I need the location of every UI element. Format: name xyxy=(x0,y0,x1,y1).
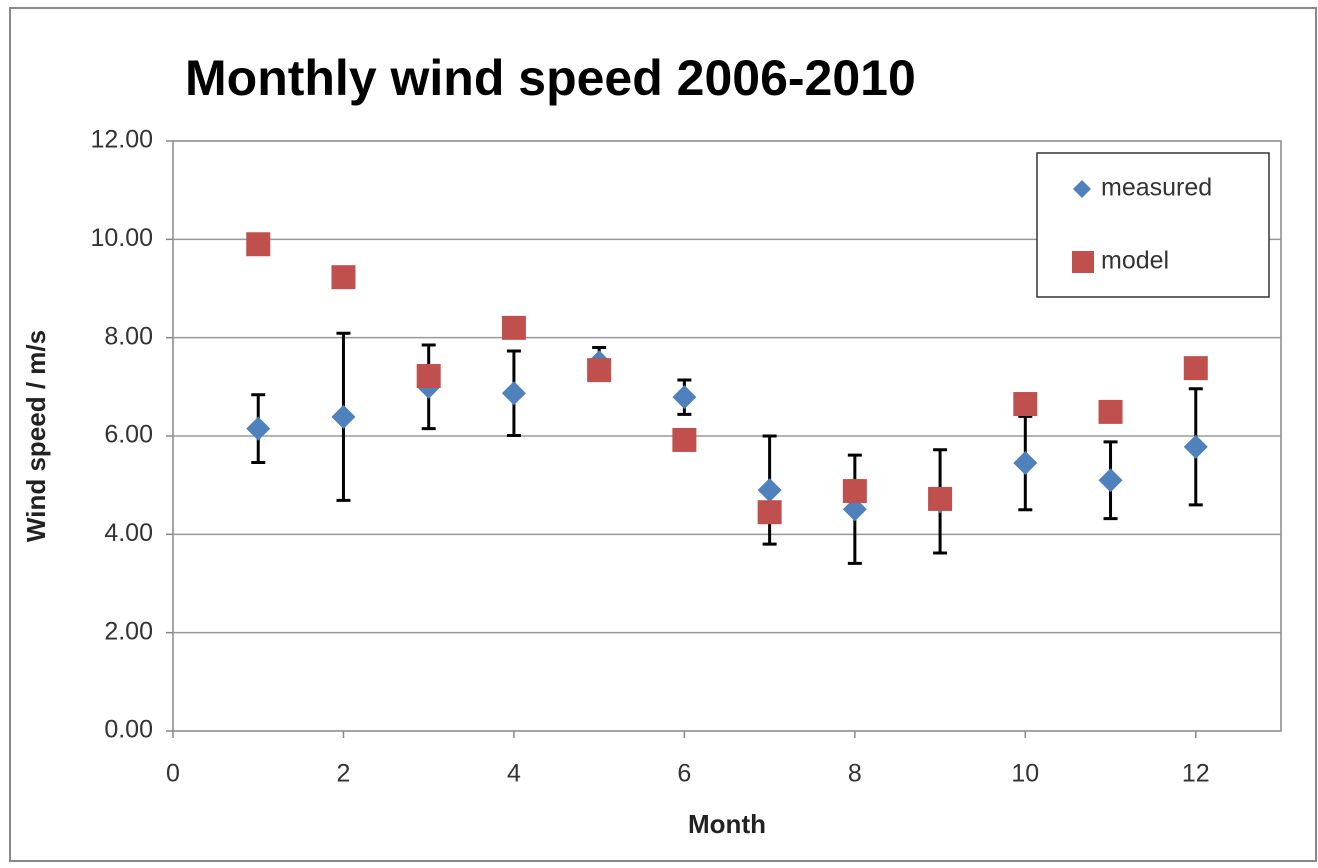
x-tick-label: 4 xyxy=(507,760,521,788)
diamond-marker xyxy=(1013,451,1038,476)
square-marker xyxy=(501,315,526,340)
x-tick-label: 8 xyxy=(848,760,862,788)
square-marker xyxy=(757,500,782,525)
legend-label: model xyxy=(1101,247,1169,275)
x-axis-label: Month xyxy=(688,809,766,839)
x-tick-label: 6 xyxy=(677,760,691,788)
square-marker xyxy=(416,364,441,389)
square-marker xyxy=(246,232,271,257)
x-tick-label: 12 xyxy=(1182,760,1210,788)
y-tick-label: 6.00 xyxy=(104,421,153,449)
square-marker xyxy=(842,479,867,504)
y-axis-label: Wind speed / m/s xyxy=(21,330,51,542)
y-tick-label: 12.00 xyxy=(90,126,153,154)
diamond-marker xyxy=(246,416,271,441)
diamond-marker xyxy=(501,381,526,406)
y-tick-label: 2.00 xyxy=(104,617,153,645)
y-tick-label: 0.00 xyxy=(104,716,153,744)
square-marker xyxy=(1013,392,1038,417)
x-tick-label: 10 xyxy=(1011,760,1039,788)
square-marker xyxy=(1098,399,1123,424)
legend-label: measured xyxy=(1101,174,1212,202)
chart-title: Monthly wind speed 2006-2010 xyxy=(185,50,916,106)
diamond-marker xyxy=(757,478,782,503)
y-tick-label: 4.00 xyxy=(104,519,153,547)
legend-marker xyxy=(1072,251,1094,273)
square-marker xyxy=(928,486,953,511)
diamond-marker xyxy=(672,385,697,410)
square-marker xyxy=(1183,356,1208,381)
diamond-marker xyxy=(842,497,867,522)
x-tick-label: 2 xyxy=(337,760,351,788)
diamond-marker xyxy=(1098,468,1123,493)
x-tick-label: 0 xyxy=(166,760,180,788)
diamond-marker xyxy=(331,404,356,429)
square-marker xyxy=(587,358,612,383)
y-tick-label: 10.00 xyxy=(90,224,153,252)
square-marker xyxy=(331,265,356,290)
y-tick-label: 8.00 xyxy=(104,322,153,350)
diamond-marker xyxy=(1183,434,1208,459)
square-marker xyxy=(672,427,697,452)
legend-marker xyxy=(1073,180,1091,198)
